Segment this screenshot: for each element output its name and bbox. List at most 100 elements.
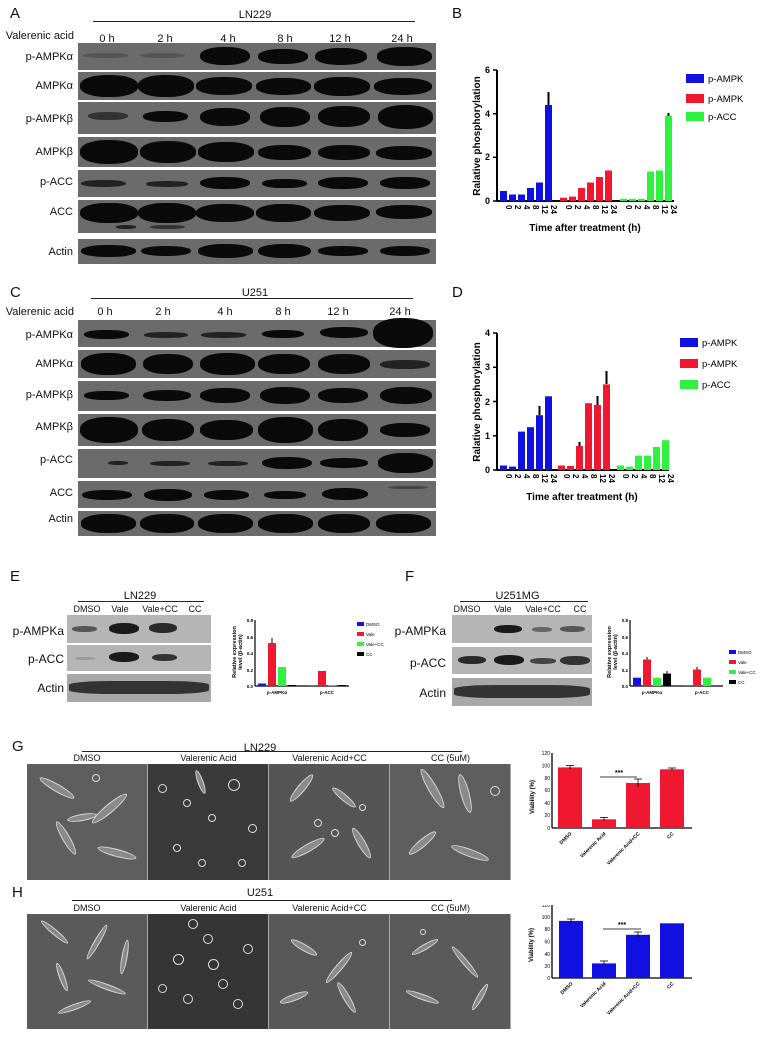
svg-text:24: 24: [607, 474, 616, 483]
micrograph-dmso: [27, 914, 148, 1029]
panel-letter-b: B: [452, 5, 463, 22]
svg-text:CC: CC: [666, 981, 676, 991]
svg-text:CC: CC: [738, 680, 745, 685]
row-label: AMPKα: [35, 358, 73, 370]
panel-letter-a: A: [10, 5, 21, 22]
svg-text:4: 4: [580, 474, 589, 479]
svg-text:Viability (%): Viability (%): [529, 928, 535, 962]
svg-text:p-AMPK: p-AMPK: [702, 338, 738, 349]
svg-text:Vale+CC: Vale+CC: [738, 670, 757, 675]
row-label: Actin: [37, 681, 64, 695]
svg-text:60: 60: [544, 788, 550, 794]
svg-text:p-ACC: p-ACC: [702, 380, 731, 391]
svg-text:24: 24: [549, 205, 558, 214]
svg-text:12: 12: [600, 205, 609, 214]
panel-letter-c: C: [10, 284, 21, 301]
x-axis-title: Time after treatment (h): [529, 223, 641, 234]
micrograph-cc: [390, 914, 511, 1029]
svg-text:CC: CC: [366, 652, 373, 657]
svg-text:Vale+CC: Vale+CC: [366, 642, 385, 647]
svg-text:p-ACC: p-ACC: [320, 690, 335, 695]
lane-label: CC: [188, 604, 202, 614]
svg-text:Valerenic Acid: Valerenic Acid: [579, 981, 607, 1009]
row-label: p-AMPKa: [12, 624, 64, 638]
svg-text:2: 2: [633, 205, 642, 210]
svg-text:Relative expression: Relative expression: [232, 626, 238, 678]
svg-text:Viability (%): Viability (%): [530, 780, 536, 814]
micrograph-valerenic-acid: [148, 914, 269, 1029]
cell-line-label: U251: [246, 887, 274, 899]
row-label: AMPKβ: [35, 146, 73, 158]
row-label: p-ACC: [409, 656, 446, 670]
panel-letter-d: D: [452, 284, 463, 301]
svg-text:0.6: 0.6: [247, 635, 254, 640]
svg-text:level (β-actin): level (β-actin): [613, 634, 619, 670]
lane-label: 12 h: [327, 306, 349, 318]
legend: p-AMPK p-AMPK p-ACC: [686, 74, 744, 123]
svg-text:40: 40: [544, 952, 550, 958]
micrograph-valerenic-acid-cc: [269, 764, 390, 880]
svg-text:CC: CC: [666, 831, 676, 841]
condition-label: CC (5uM): [430, 903, 470, 913]
svg-text:100: 100: [542, 915, 551, 921]
lane-label: 24 h: [389, 306, 411, 318]
condition-label: DMSO: [73, 903, 101, 913]
svg-text:0: 0: [621, 474, 630, 479]
cell-line-label: U251MG: [495, 590, 540, 602]
svg-text:8: 8: [589, 474, 598, 479]
svg-text:12: 12: [540, 474, 549, 483]
svg-text:p-AMPK: p-AMPK: [702, 359, 738, 370]
svg-text:4: 4: [522, 205, 531, 210]
series-blue: [500, 105, 552, 201]
panel-letter-h: H: [12, 884, 23, 901]
svg-text:24: 24: [666, 474, 675, 483]
svg-text:Time after treatment (h): Time after treatment (h): [526, 492, 638, 503]
svg-text:Relative expression: Relative expression: [607, 626, 613, 678]
chart-g: Viability (%) 120 100 80 60 40 20 0 *** DMSO V…: [520, 750, 720, 900]
svg-text:DMSO: DMSO: [366, 622, 380, 627]
lane-label: Vale: [494, 604, 512, 614]
svg-text:0: 0: [504, 205, 513, 210]
svg-text:80: 80: [544, 776, 550, 782]
row-label: ACC: [49, 487, 73, 499]
condition-label: DMSO: [73, 753, 101, 763]
row-label: Actin: [48, 246, 73, 258]
micrograph-cc: [390, 764, 511, 880]
panel-letter-e: E: [10, 568, 21, 585]
svg-text:DMSO: DMSO: [559, 831, 574, 846]
svg-text:40: 40: [544, 801, 550, 807]
svg-text:24: 24: [609, 205, 618, 214]
lane-label: 2 h: [155, 306, 171, 318]
cell-line-bar: [78, 601, 204, 602]
svg-text:8: 8: [591, 205, 600, 210]
svg-text:12: 12: [660, 205, 669, 214]
svg-text:0.8: 0.8: [247, 618, 254, 623]
condition-label: Valerenic Acid: [180, 753, 237, 763]
svg-text:8: 8: [531, 474, 540, 479]
row-label: AMPKα: [35, 80, 73, 92]
svg-text:0: 0: [562, 474, 571, 479]
lane-label: DMSO: [453, 604, 481, 614]
svg-text:p-AMPKα: p-AMPKα: [642, 690, 662, 695]
lane-label: 2 h: [157, 33, 173, 45]
treatment-label: Valerenic acid: [5, 306, 74, 318]
svg-text:80: 80: [544, 927, 550, 933]
svg-text:100: 100: [542, 764, 551, 770]
chart-b: 6 4 2 0 Ralative phosphorylation 0 2 4 8 12 2…: [460, 0, 765, 240]
svg-text:0.0: 0.0: [622, 684, 629, 689]
row-label: p-AMPKβ: [25, 389, 73, 401]
panel-letter-g: G: [12, 738, 24, 755]
chart-e: Relative expression level (β-actin) 0.8 0…: [225, 600, 385, 700]
cell-line-label: LN229: [238, 9, 272, 21]
lane-label: Vale+CC: [142, 604, 178, 614]
lane-label: DMSO: [73, 604, 101, 614]
lane-label: 8 h: [277, 33, 293, 45]
significance-marker: ***: [615, 770, 623, 777]
svg-text:120: 120: [542, 905, 551, 909]
cell-line-bar: [93, 21, 415, 22]
svg-text:20: 20: [544, 964, 550, 970]
significance-marker: ***: [618, 922, 626, 929]
y-axis: 6 4 2 0 Ralative phosphorylation: [472, 65, 498, 206]
svg-text:0.6: 0.6: [622, 635, 629, 640]
